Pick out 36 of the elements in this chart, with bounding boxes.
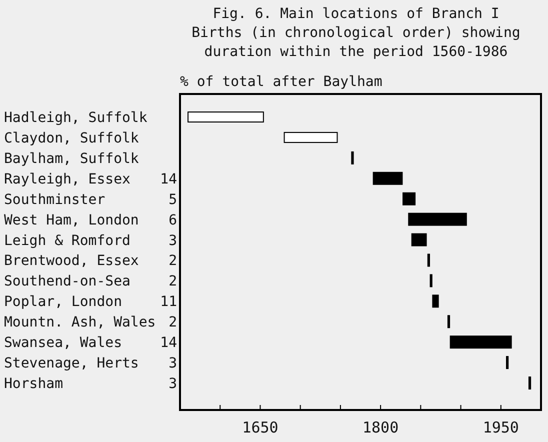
text: % of total after Baylham [180,74,382,90]
y-tick-label: Rayleigh, Essex [4,171,130,188]
text: 5 [168,192,177,208]
bar [450,336,512,349]
text: 6 [168,212,177,228]
text: 14 [160,171,177,188]
text: 11 [160,294,177,310]
text: 3 [168,356,177,372]
text: 2 [168,274,177,290]
y-tick-label: Brentwood, Essex [4,253,139,270]
text: 2 [168,314,177,331]
x-tick-label: 1650 [242,418,278,437]
y-tick-label: Poplar, London [4,294,122,310]
y-tick-label: Mountn. Ash, Wales [4,314,156,331]
text: 14 [160,335,177,352]
y-tick-label: Swansea, Wales [4,335,122,352]
y-tick-label: Baylham, Suffolk [4,150,140,167]
bar [402,192,416,206]
y-tick-label: Southend-on-Sea [4,274,130,290]
text: 2 [168,253,177,270]
x-tick-label: 1800 [362,418,399,437]
chart-title: Fig. 6. Main locations of Branch I Births (in chronological order) showing duration within the period 1560-1986 [192,6,520,60]
bar [408,212,467,226]
text: 3 [168,376,177,392]
y-tick-label: Stevenage, Herts [4,356,139,372]
y-tick-label: Horsham [4,376,64,392]
y-tick-label: Claydon, Suffolk [4,130,140,146]
text: 3 [168,232,177,249]
bar [432,294,439,308]
y-tick-label: Hadleigh, Suffolk [4,110,148,126]
bar [372,172,403,185]
y-tick-label: West Ham, London [4,212,139,228]
x-tick-label: 1950 [482,418,519,437]
bar [411,233,427,246]
y-tick-label: Leigh & Romford [4,232,130,249]
y-tick-label: Southminster [4,192,106,208]
